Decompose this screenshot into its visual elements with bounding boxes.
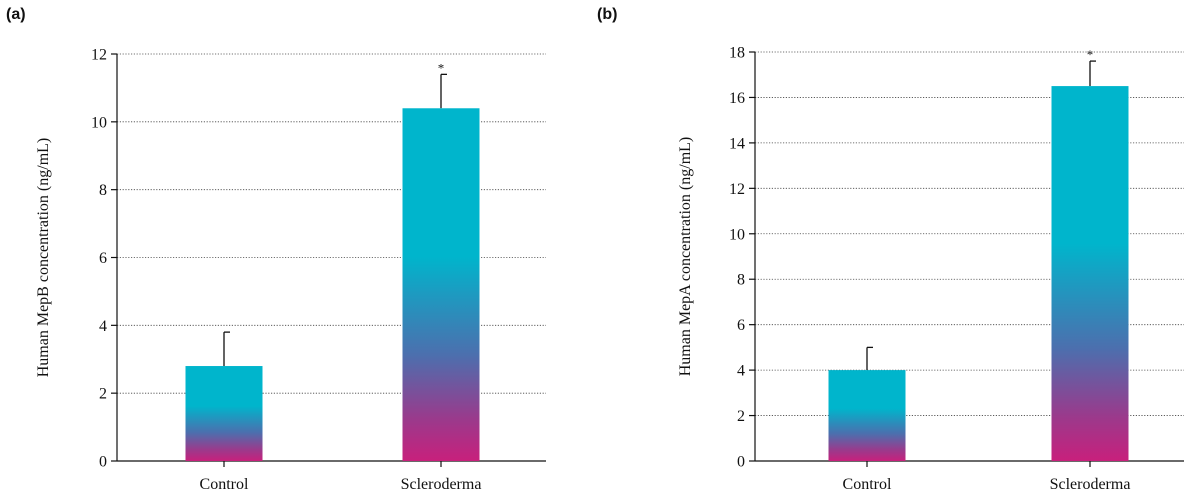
y-tick-label: 8 [737,272,745,289]
y-axis-label: Human MepB concentration (ng/mL) [35,138,52,378]
y-tick-label: 6 [99,250,107,267]
y-tick-label: 10 [91,114,107,131]
bar [402,108,480,462]
y-tick-label: 4 [99,318,107,335]
x-tick-label: Scleroderma [1050,476,1131,493]
y-tick-label: 12 [91,47,107,64]
panel-label-b: (b) [597,6,618,23]
bar [185,366,263,461]
y-tick-label: 6 [737,317,745,334]
y-tick-label: 4 [737,363,745,380]
y-tick-label: 2 [737,408,745,425]
significance-marker: * [1087,47,1094,62]
panel-label-a: (a) [6,6,26,23]
y-tick-label: 16 [729,90,745,107]
y-tick-label: 14 [729,135,745,152]
x-tick-label: Control [200,476,249,493]
bar [1051,86,1129,461]
y-tick-label: 18 [729,45,745,62]
y-tick-label: 8 [99,182,107,199]
x-tick-label: Scleroderma [401,476,482,493]
chart-b: 0 2 4 6 8 10 12 14 16 18 Human MepA concentration … [677,45,1184,493]
y-tick-label: 0 [737,454,745,471]
y-tick-label: 10 [729,226,745,243]
bar [828,370,906,461]
y-axis-label: Human MepA concentration (ng/mL) [677,137,694,377]
significance-marker: * [438,60,445,75]
y-tick-label: 0 [99,454,107,471]
y-tick-label: 12 [729,181,745,198]
y-tick-label: 2 [99,386,107,403]
x-tick-label: Control [843,476,892,493]
chart-a: 0 2 4 6 8 10 12 Human MepB concentration (ng/mL… [35,47,546,493]
